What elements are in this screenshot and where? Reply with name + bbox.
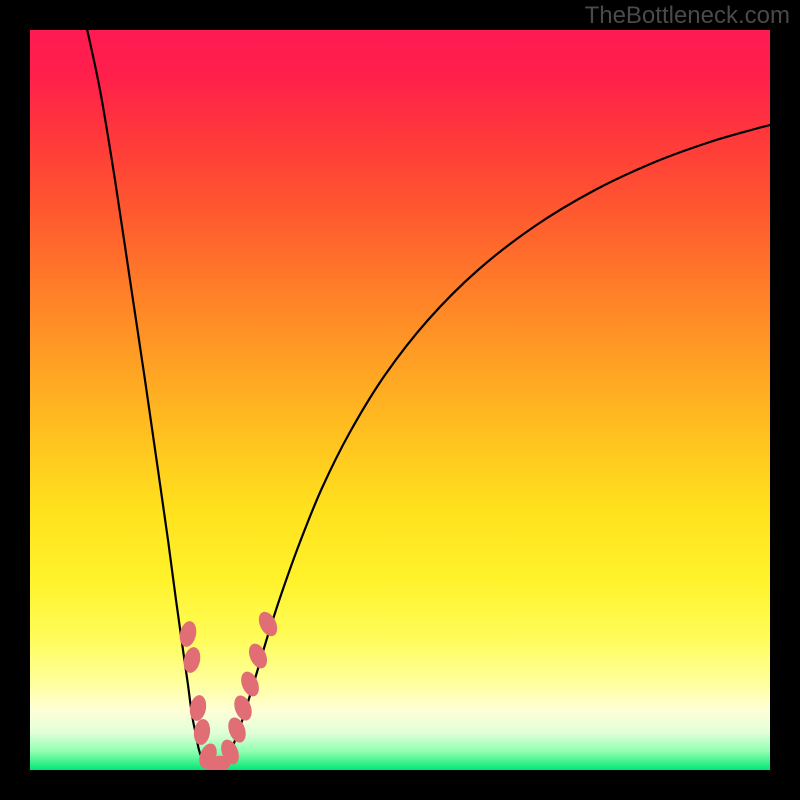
chart-root: TheBottleneck.com: [0, 0, 800, 800]
bead: [177, 620, 198, 649]
necklace-beads: [177, 609, 280, 770]
bead: [255, 609, 281, 639]
bead: [188, 694, 208, 722]
plot-area: [30, 30, 770, 770]
bead: [238, 669, 263, 699]
watermark-text: TheBottleneck.com: [585, 2, 790, 30]
bead: [192, 718, 211, 746]
bottleneck-curve-right: [213, 125, 770, 768]
bead: [181, 646, 202, 675]
chart-svg: [30, 30, 770, 770]
bead: [245, 641, 270, 671]
